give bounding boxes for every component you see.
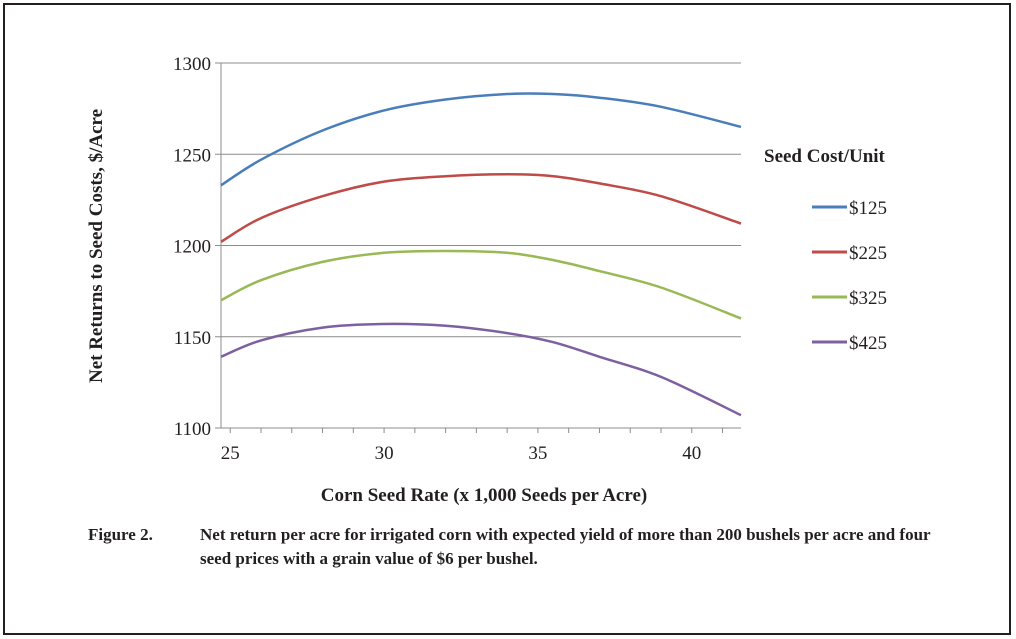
series-line-3 [220,249,742,320]
legend: $125 $225 $325 $425 [812,198,887,354]
legend-label: $425 [849,333,887,354]
line-chart: 1100 1150 1200 1250 1300 25 30 35 40 $125 $225 $32… [86,54,887,506]
series-line-4 [220,322,742,417]
x-tick-label: 30 [375,443,394,464]
legend-label: $125 [849,198,887,219]
series-lines [220,92,742,417]
x-tick-label: 40 [682,443,701,464]
series-line-2 [220,173,742,243]
figure-frame [3,3,1011,635]
y-tick-label: 1300 [173,54,211,75]
legend-label: $325 [849,288,887,309]
legend-title: Seed Cost/Unit [764,146,886,167]
y-tick-label: 1100 [174,419,211,440]
axes: 1100 1150 1200 1250 1300 25 30 35 40 [173,54,741,464]
y-tick-label: 1250 [173,145,211,166]
series-line-1 [220,92,742,187]
x-tick-label: 25 [221,443,240,464]
y-axis-label: Net Returns to Seed Costs, $/Acre [86,109,107,383]
y-tick-label: 1150 [174,328,211,349]
gridlines [221,62,741,338]
caption-label: Figure 2. [88,525,153,544]
legend-label: $225 [849,243,887,264]
x-axis-label: Corn Seed Rate (x 1,000 Seeds per Acre) [321,485,647,506]
caption-text: Net return per acre for irrigated corn w… [200,525,931,568]
y-tick-label: 1200 [173,237,211,258]
x-tick-label: 35 [528,443,547,464]
